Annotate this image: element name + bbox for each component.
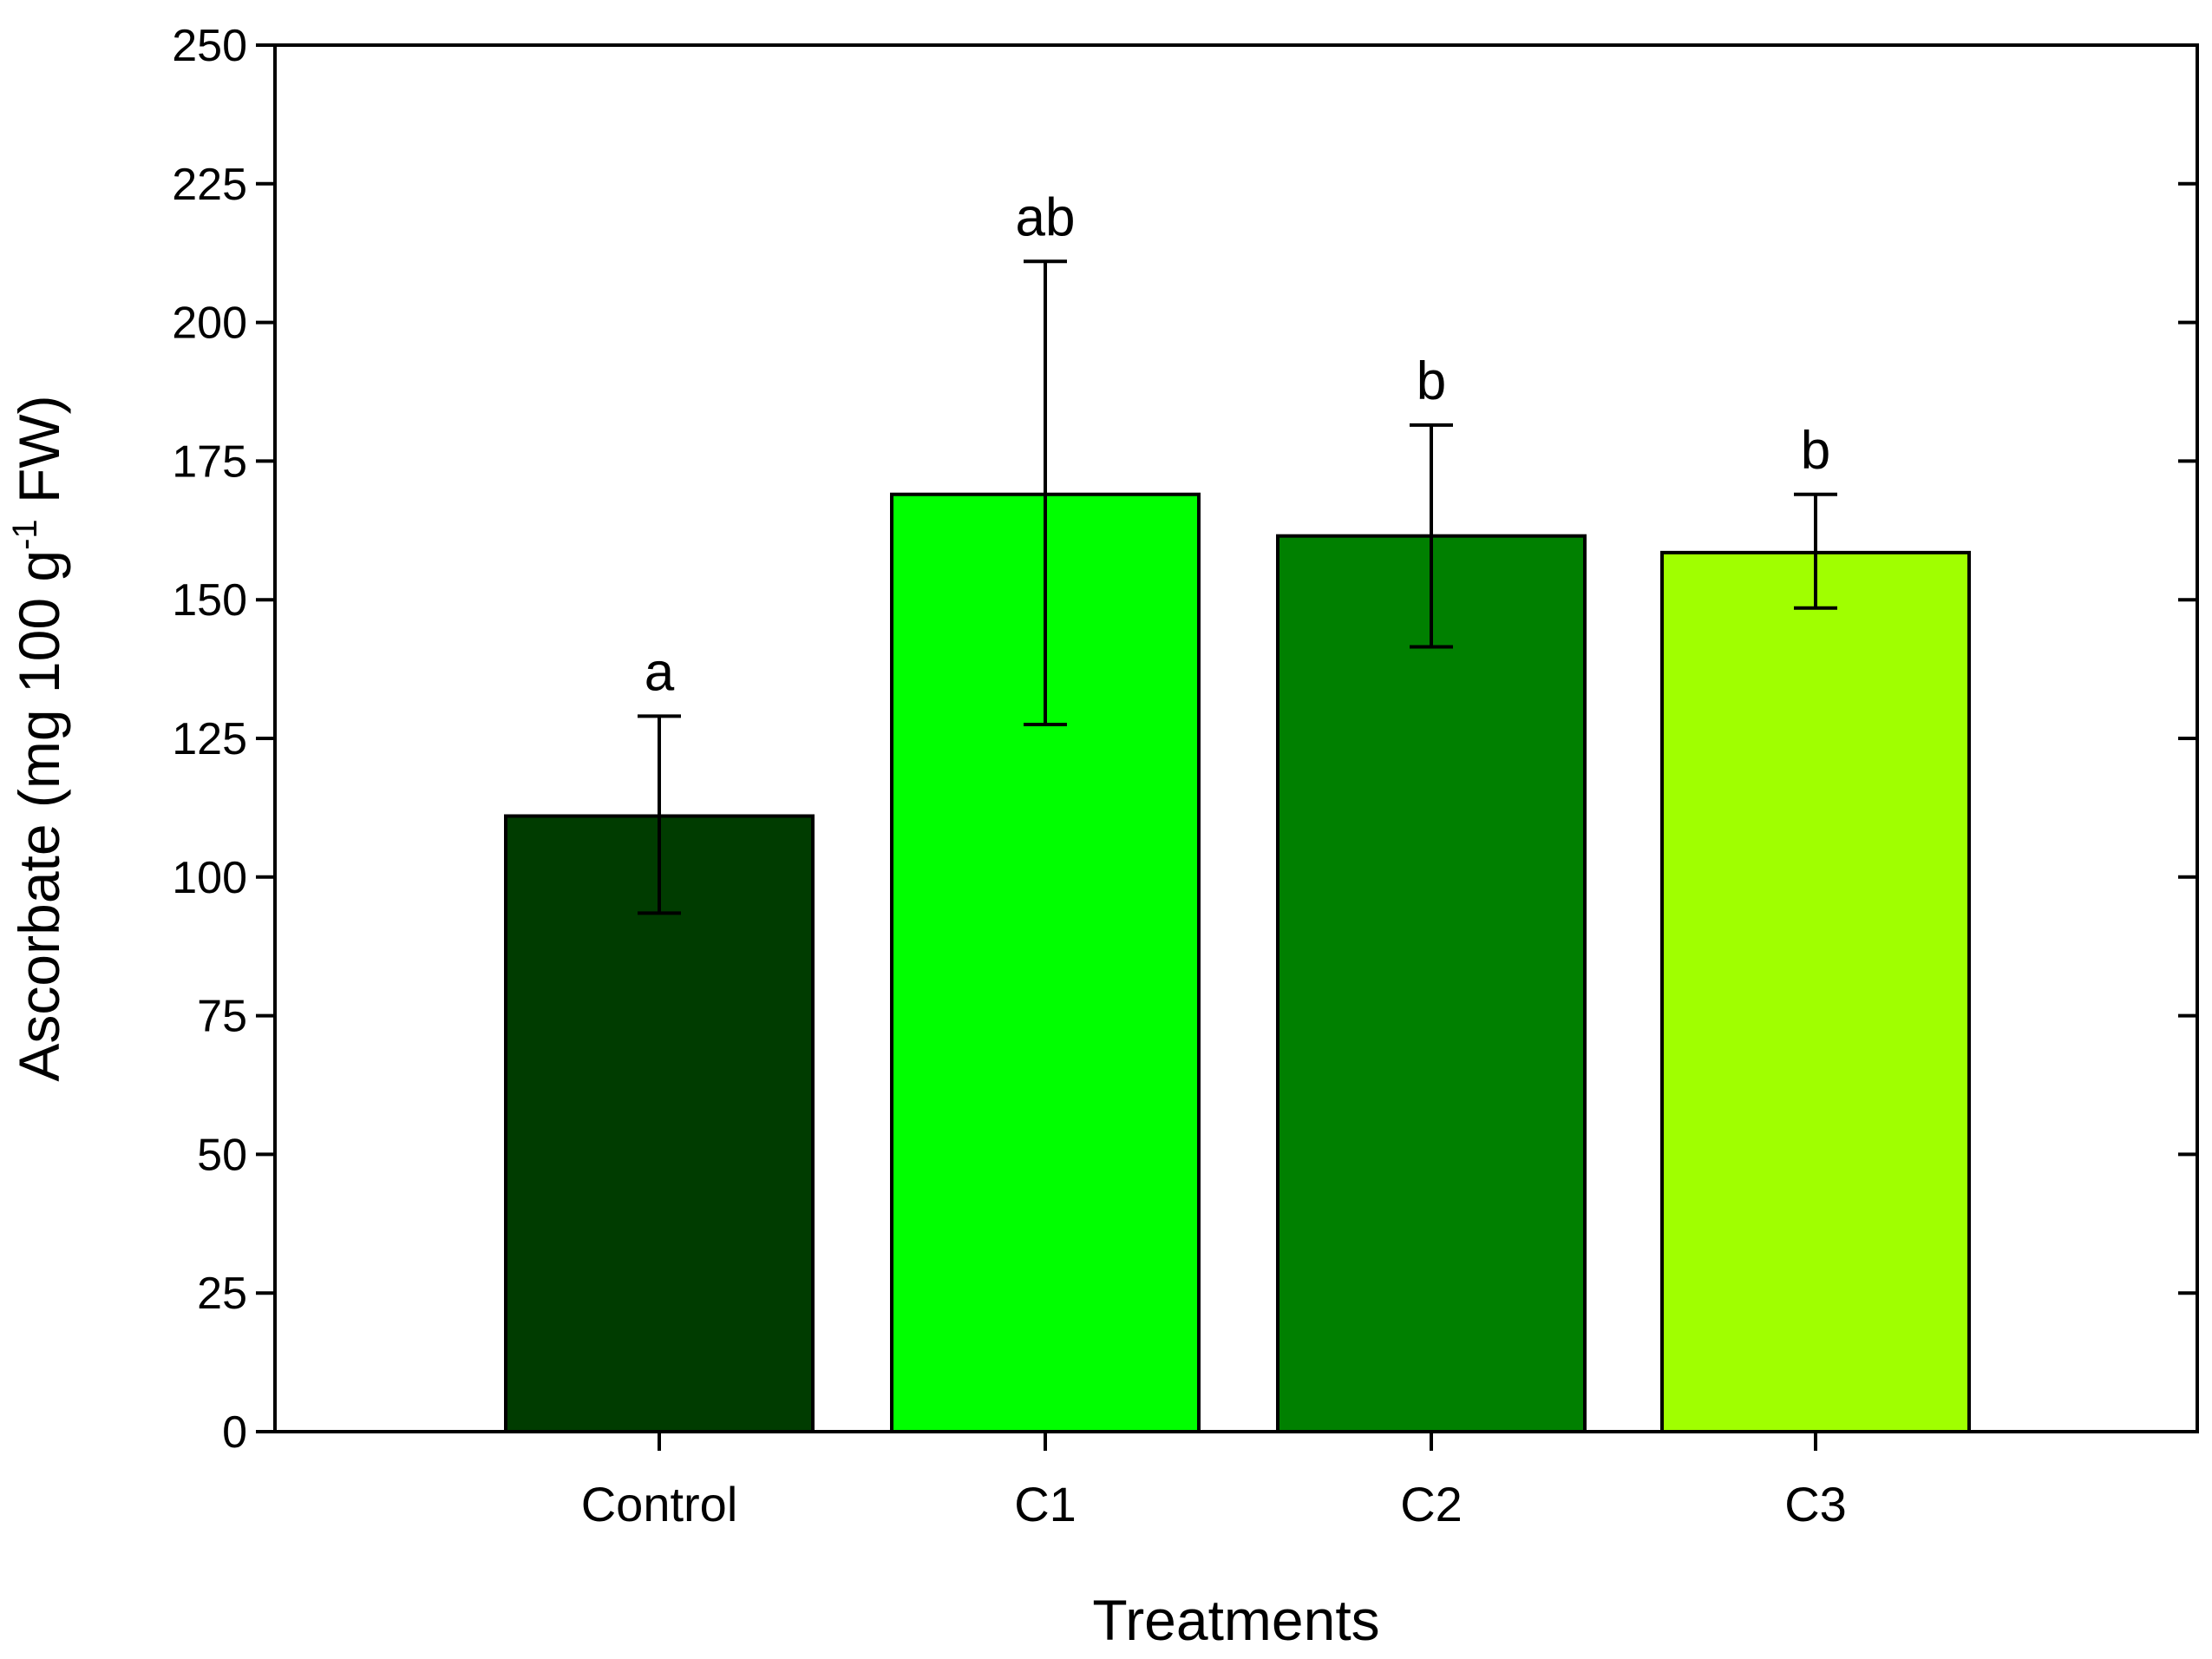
- y-tick-label: 75: [197, 992, 247, 1042]
- bar-c3: [1660, 550, 1971, 1433]
- x-axis-title: Treatments: [1092, 1588, 1379, 1652]
- y-tick-label: 250: [172, 21, 247, 71]
- y-tick-label: 0: [222, 1407, 247, 1458]
- significance-letter-c1: ab: [1016, 187, 1076, 247]
- y-axis-title-superscript: -1: [6, 519, 44, 550]
- x-axis-ticks: Control C1 C2 C3: [581, 1432, 1847, 1531]
- error-bar-c2: [1410, 423, 1453, 649]
- x-tick-label-c1: C1: [1014, 1477, 1077, 1531]
- y-tick-label: 150: [172, 575, 247, 626]
- y-axis-title-suffix: FW): [7, 395, 71, 519]
- significance-letters-layer: a ab b b: [645, 187, 1830, 702]
- error-bar-c3: [1794, 492, 1837, 610]
- y-tick-label: 100: [172, 853, 247, 903]
- significance-letter-c2: b: [1417, 351, 1446, 411]
- y-axis-title: Ascorbate (mg 100 g-1 FW): [6, 395, 71, 1081]
- y-tick-label: 200: [172, 298, 247, 349]
- bar-control: [504, 814, 815, 1433]
- y-tick-label: 125: [172, 714, 247, 764]
- y-tick-label: 25: [197, 1269, 247, 1319]
- y-tick-label: 175: [172, 436, 247, 487]
- error-bar-control: [638, 714, 681, 915]
- y-axis-ticks: 0 25 50 75 100 125 150 175 200 225 250: [172, 21, 2197, 1458]
- significance-letter-c3: b: [1801, 421, 1830, 481]
- x-tick-label-c2: C2: [1400, 1477, 1463, 1531]
- error-bars-layer: [638, 259, 1837, 915]
- bars-layer: [504, 492, 1971, 1434]
- error-bar-c1: [1024, 259, 1067, 727]
- bar-c2: [1276, 534, 1587, 1433]
- y-tick-label: 225: [172, 160, 247, 210]
- significance-letter-control: a: [645, 642, 675, 702]
- x-tick-label-control: Control: [581, 1477, 738, 1531]
- x-tick-label-c3: C3: [1784, 1477, 1847, 1531]
- y-axis-title-prefix: Ascorbate (mg 100 g: [7, 550, 71, 1082]
- y-tick-label: 50: [197, 1130, 247, 1180]
